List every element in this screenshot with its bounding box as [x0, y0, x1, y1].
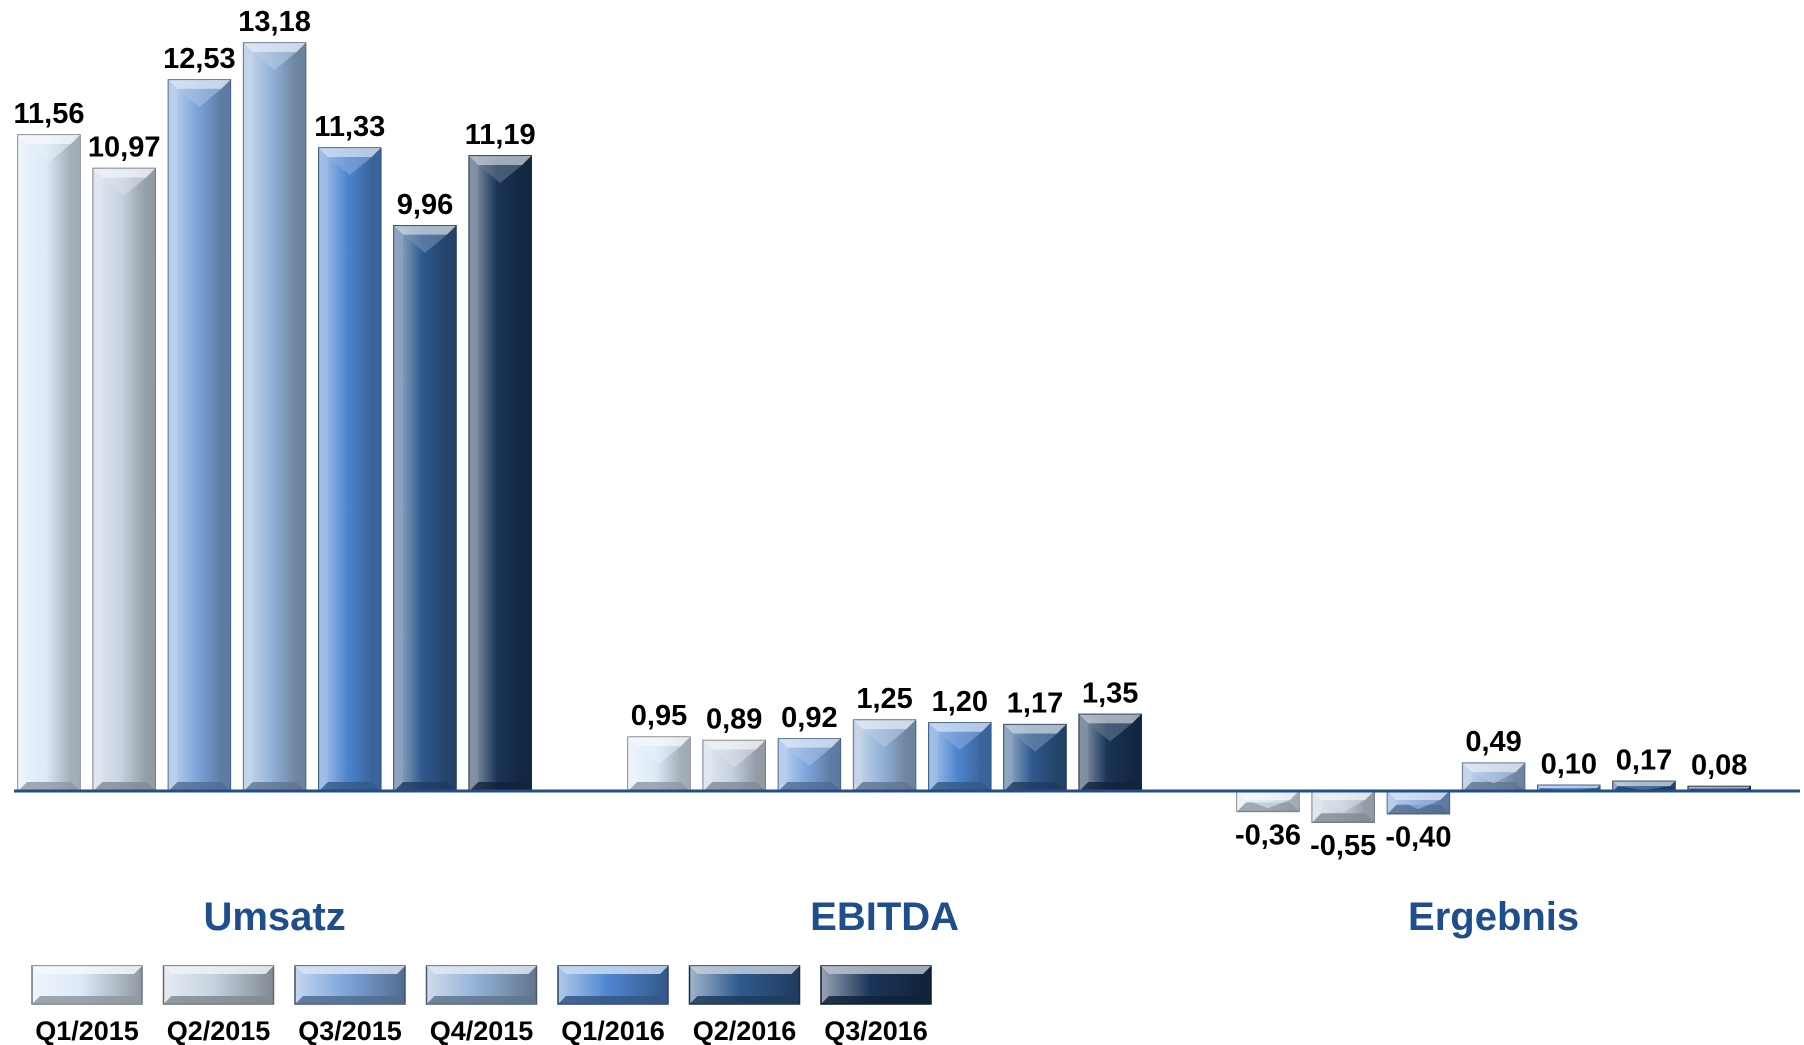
value-label: 11,33 [314, 111, 385, 143]
bar-umsatz-q1-2016 [318, 147, 382, 792]
value-label: 12,53 [163, 43, 236, 75]
value-label: 1,20 [932, 686, 988, 718]
value-label: 0,17 [1616, 744, 1672, 776]
category-label-umsatz: Umsatz [203, 895, 345, 939]
bar-umsatz-q1-2015 [17, 134, 81, 792]
value-label: 13,18 [238, 6, 311, 38]
category-label-ebitda: EBITDA [810, 895, 959, 939]
category-label-ergebnis: Ergebnis [1408, 895, 1579, 939]
value-label: 0,49 [1465, 726, 1521, 758]
value-label: 11,19 [465, 119, 536, 151]
bar-ebitda-q1-2016 [928, 722, 992, 792]
bar-ebitda-q4-2015 [852, 719, 917, 792]
bar-umsatz-q2-2016 [393, 225, 457, 792]
bar-ergebnis-q4-2015 [1461, 762, 1526, 792]
bar-ebitda-q2-2016 [1003, 723, 1067, 792]
value-label: 10,97 [88, 131, 161, 163]
value-label: 0,08 [1691, 749, 1747, 781]
bar-ebitda-q1-2015 [627, 736, 691, 792]
bar-ebitda-q3-2016 [1078, 713, 1142, 792]
legend: Q1/2015 Q2/2015 Q3/2015 Q4/2015 Q1/2016 Q2/20… [31, 965, 932, 1045]
legend-label: Q4/2015 [430, 1016, 534, 1045]
value-label: -0,55 [1310, 830, 1376, 862]
legend-label: Q3/2016 [824, 1016, 928, 1045]
value-label: -0,36 [1235, 819, 1301, 851]
value-label: 11,56 [14, 98, 85, 130]
value-label: 0,92 [781, 702, 837, 734]
bar-ergebnis-q2-2015 [1311, 790, 1375, 823]
bar-ergebnis-q3-2015 [1386, 790, 1451, 815]
value-label: 0,95 [631, 700, 687, 732]
bar-ergebnis-q1-2015 [1236, 790, 1300, 813]
bar-ebitda-q3-2015 [777, 738, 842, 792]
legend-item-q3-2016: Q3/2016 [820, 965, 932, 1045]
bar-umsatz-q4-2015 [242, 42, 307, 792]
bars-layer [17, 42, 1751, 823]
bar-umsatz-q2-2015 [92, 167, 156, 792]
value-label: 1,25 [856, 683, 912, 715]
value-label: 1,17 [1007, 688, 1063, 720]
legend-item-q1-2016: Q1/2016 [557, 965, 669, 1045]
value-label: 0,10 [1541, 748, 1597, 780]
legend-label: Q1/2015 [35, 1016, 139, 1045]
bar-ebitda-q2-2015 [702, 739, 766, 792]
legend-item-q1-2015: Q1/2015 [31, 965, 143, 1045]
legend-label: Q1/2016 [561, 1016, 665, 1045]
legend-item-q2-2015: Q2/2015 [162, 965, 275, 1045]
legend-label: Q2/2016 [693, 1016, 797, 1045]
group-labels-layer: Umsatz EBITDA Ergebnis [203, 895, 1579, 939]
legend-item-q3-2015: Q3/2015 [294, 965, 406, 1045]
legend-label: Q3/2015 [298, 1016, 402, 1045]
legend-item-q4-2015: Q4/2015 [425, 965, 538, 1045]
bar-umsatz-q3-2015 [167, 79, 232, 792]
value-label: 0,89 [706, 703, 762, 735]
bar-umsatz-q3-2016 [468, 155, 532, 792]
value-label: -0,40 [1385, 822, 1451, 854]
legend-label: Q2/2015 [167, 1016, 271, 1045]
value-label: 1,35 [1082, 677, 1138, 709]
value-label: 9,96 [397, 189, 453, 221]
legend-item-q2-2016: Q2/2016 [688, 965, 801, 1045]
